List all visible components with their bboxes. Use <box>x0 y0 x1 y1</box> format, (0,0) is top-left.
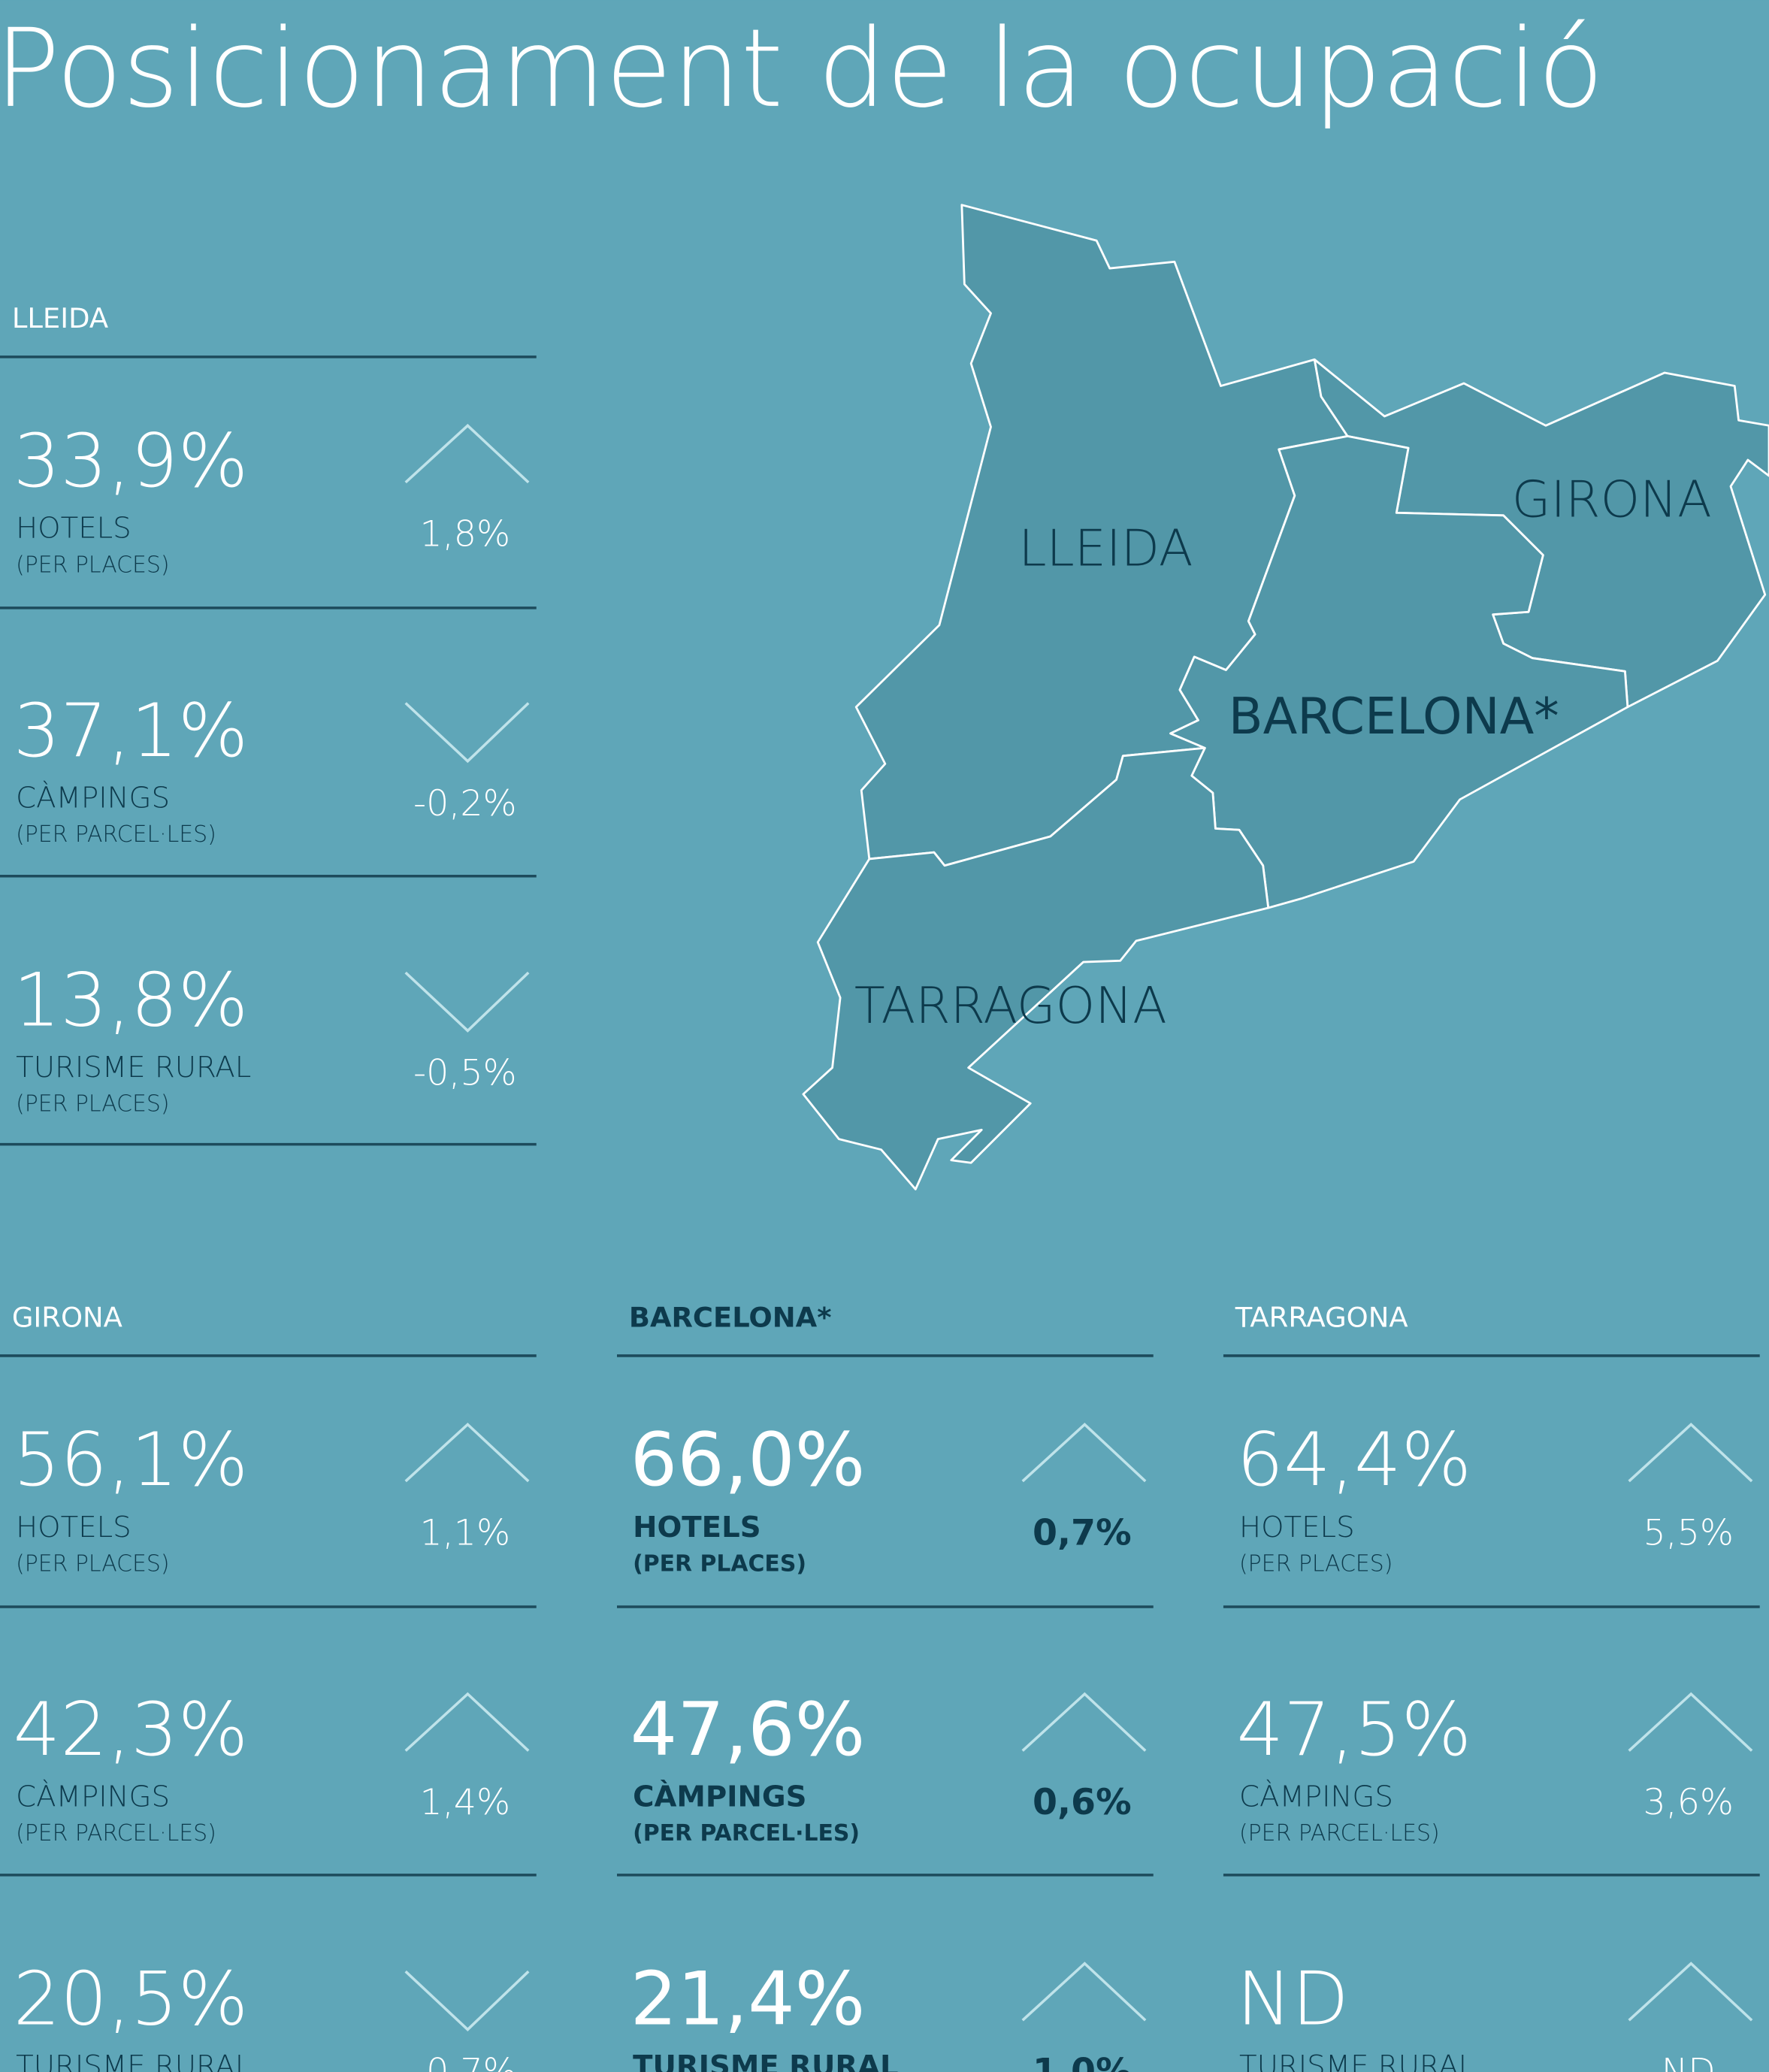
trend-arrow <box>404 1970 530 2031</box>
trend-arrow <box>404 1692 530 1752</box>
stat-value: 20,5% <box>14 1957 249 2043</box>
stat-label: HOTELS <box>16 1511 132 1544</box>
trend-arrow <box>1628 1962 1753 2022</box>
trend-arrow <box>404 971 530 1033</box>
stat-value: 13,8% <box>14 957 249 1043</box>
stat-sublabel: (PER PARCEL·LES) <box>633 1820 860 1847</box>
trend-arrow <box>1628 1422 1753 1483</box>
stat-sublabel: (PER PARCEL·LES) <box>16 1820 216 1847</box>
stat-value: 42,3% <box>14 1687 249 1773</box>
stat-value: 47,6% <box>630 1687 866 1773</box>
stat-value: 37,1% <box>14 688 249 774</box>
trend-arrow <box>1021 1692 1147 1752</box>
stat-sublabel: (PER PARCEL·LES) <box>16 821 216 848</box>
stat-value: 64,4% <box>1237 1417 1472 1503</box>
stat-label: CÀMPINGS <box>16 779 170 815</box>
stat-change: 1,1% <box>420 1512 511 1553</box>
stat-label: TURISME RURAL <box>633 2049 899 2072</box>
stat-label: CÀMPINGS <box>1239 1778 1393 1813</box>
region-header: TARRAGONA <box>1235 1301 1408 1333</box>
trend-arrow <box>1021 1422 1147 1483</box>
stat-value: 21,4% <box>630 1957 866 2043</box>
stat-label: HOTELS <box>16 512 132 546</box>
stat-change: ND <box>1662 2052 1716 2072</box>
stat-change: 0,7% <box>1033 1512 1132 1553</box>
trend-arrow <box>404 423 530 484</box>
stat-value: 56,1% <box>14 1417 249 1503</box>
region-tarragona <box>802 746 1270 1190</box>
stat-label: HOTELS <box>1239 1511 1355 1544</box>
stat-sublabel: (PER PLACES) <box>1239 1551 1393 1577</box>
stat-sublabel: (PER PARCEL·LES) <box>1239 1820 1440 1847</box>
region-header: LLEIDA <box>12 302 108 334</box>
trend-arrow <box>1628 1692 1753 1752</box>
stat-label: TURISME RURAL <box>1239 2049 1474 2072</box>
trend-arrow <box>1021 1962 1147 2022</box>
map-label: BARCELONA* <box>1229 687 1559 746</box>
stat-sublabel: (PER PLACES) <box>16 1551 169 1577</box>
map-label: LLEIDA <box>1018 519 1193 578</box>
map-label: TARRAGONA <box>854 976 1167 1035</box>
stat-change: -0,5% <box>413 1053 517 1094</box>
page-title: Posicionament de la ocupació <box>0 5 1604 132</box>
region-header: BARCELONA* <box>629 1301 832 1333</box>
trend-arrow <box>404 1422 530 1483</box>
stat-change: 1,4% <box>420 1782 511 1823</box>
stat-change: 1,8% <box>420 513 511 555</box>
stat-sublabel: (PER PLACES) <box>16 552 169 578</box>
stat-value: ND <box>1237 1957 1349 2043</box>
stat-label: CÀMPINGS <box>16 1778 170 1813</box>
stat-change: 0,6% <box>1033 1782 1132 1823</box>
stat-change: 5,5% <box>1643 1512 1734 1553</box>
stat-label: TURISME RURAL <box>16 2049 251 2072</box>
stat-value: 47,5% <box>1237 1687 1472 1773</box>
map-label: GIRONA <box>1512 470 1712 529</box>
stat-sublabel: (PER PLACES) <box>16 1091 169 1118</box>
stat-value: 66,0% <box>630 1417 866 1503</box>
stat-change: 3,6% <box>1643 1782 1734 1823</box>
stat-change: -0,7% <box>413 2052 517 2072</box>
trend-arrow <box>404 702 530 764</box>
stat-sublabel: (PER PLACES) <box>633 1551 806 1577</box>
stat-label: CÀMPINGS <box>633 1778 806 1813</box>
region-header: GIRONA <box>12 1301 122 1333</box>
stat-change: 1,0% <box>1033 2052 1132 2072</box>
map <box>802 204 1769 1190</box>
stat-label: HOTELS <box>633 1511 761 1544</box>
stat-value: 33,9% <box>14 419 249 504</box>
stat-label: TURISME RURAL <box>16 1051 251 1084</box>
stat-change: -0,2% <box>413 783 517 824</box>
